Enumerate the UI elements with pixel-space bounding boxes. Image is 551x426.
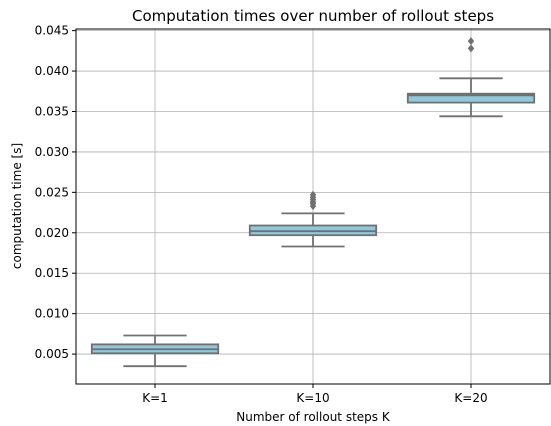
x-tick-label: K=20: [454, 391, 487, 405]
box-iqr: [406, 92, 536, 104]
outlier-point: [467, 44, 475, 53]
y-tick-label: 0.030: [35, 145, 69, 159]
chart-title: Computation times over number of rollout…: [132, 7, 494, 25]
y-axis: 0.005 0.010 0.015 0.020 0.025 0.030 0.035 0.040…: [35, 24, 76, 361]
y-tick-label: 0.040: [35, 64, 69, 78]
outlier-point: [467, 37, 475, 46]
x-tick-label: K=10: [296, 391, 329, 405]
y-tick-label: 0.005: [35, 347, 69, 361]
x-axis-label: Number of rollout steps K: [236, 410, 391, 424]
x-tick-label: K=1: [142, 391, 168, 405]
y-tick-label: 0.020: [35, 226, 69, 240]
outlier-point: [309, 190, 317, 199]
box-series: [90, 37, 536, 368]
x-axis: K=1 K=10 K=20: [142, 384, 488, 405]
y-tick-label: 0.015: [35, 266, 69, 280]
y-tick-label: 0.025: [35, 185, 69, 199]
y-axis-label: computation time [s]: [10, 143, 24, 269]
y-tick-label: 0.045: [35, 24, 69, 38]
y-tick-label: 0.035: [35, 104, 69, 118]
y-tick-label: 0.010: [35, 307, 69, 321]
